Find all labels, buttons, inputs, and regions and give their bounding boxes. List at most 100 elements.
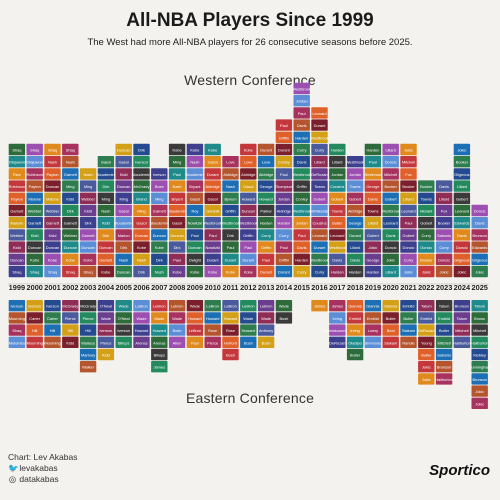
west-player-2002-1[interactable]: Kobe <box>62 253 79 265</box>
west-player-2023-0[interactable]: Jokic <box>435 265 453 278</box>
west-player-2002-2[interactable]: Duncan <box>62 241 79 253</box>
east-player-2009-2[interactable]: LeBron <box>186 324 204 336</box>
west-player-2001-4[interactable]: Garnett <box>44 217 61 229</box>
west-player-2010-9[interactable]: Gasol <box>204 156 221 168</box>
west-player-2014-1[interactable]: Griffin <box>275 253 293 265</box>
west-player-2016-4[interactable]: Cousins <box>311 217 328 229</box>
west-player-2021-0[interactable]: Jokic <box>400 265 417 278</box>
west-player-2015-5[interactable]: Westbrook <box>292 204 311 217</box>
west-player-2018-1[interactable]: Davis <box>346 253 364 265</box>
west-player-2016-10[interactable]: Curry <box>311 143 328 156</box>
east-player-2022-3[interactable]: Young <box>418 336 435 348</box>
east-player-2013-3[interactable]: Bosh <box>257 336 275 348</box>
west-player-2018-8[interactable]: Jordan <box>346 168 364 180</box>
west-player-2014-0[interactable]: Durant <box>275 265 293 278</box>
east-player-2025-7[interactable]: Jokic <box>471 385 488 397</box>
west-player-2022-7[interactable]: Booker <box>418 180 435 192</box>
east-player-2012-3[interactable]: Bosh <box>240 336 257 348</box>
west-player-2003-8[interactable]: Nash <box>79 168 97 180</box>
west-player-2019-9[interactable]: Paul <box>364 156 382 168</box>
west-player-2003-1[interactable]: Kobe <box>79 253 97 265</box>
east-player-2003-2[interactable]: Hill <box>79 324 97 336</box>
west-player-2015-9[interactable]: Davis <box>293 156 310 168</box>
east-player-2006-0[interactable]: LeBron <box>133 300 150 312</box>
east-player-2011-4[interactable]: Bosh <box>222 348 239 361</box>
west-player-2005-2[interactable]: Dirk <box>115 241 132 253</box>
west-player-2014-8[interactable]: Paul <box>275 168 293 180</box>
west-player-2016-0[interactable]: Curry <box>311 265 328 278</box>
west-player-2012-8[interactable]: Aldridge <box>240 168 257 180</box>
west-player-2008-0[interactable]: Kobe <box>168 265 186 278</box>
west-player-2006-9[interactable]: Iverson <box>133 156 150 168</box>
west-player-2018-0[interactable]: Harden <box>346 265 364 278</box>
east-player-1999-0[interactable]: Iverson <box>8 300 26 312</box>
west-player-2014-12[interactable]: Paul <box>275 119 293 131</box>
east-player-2010-3[interactable]: Pierce <box>204 336 221 348</box>
west-player-2010-3[interactable]: Paul <box>204 229 221 241</box>
east-player-2004-0[interactable]: O'Neal <box>97 300 115 312</box>
east-player-2025-4[interactable]: Mobley <box>471 348 488 361</box>
west-player-2001-5[interactable]: Webber <box>44 204 61 217</box>
west-player-2004-1[interactable]: Garnett <box>97 253 115 265</box>
west-player-2004-3[interactable]: Dirk <box>97 229 115 241</box>
west-player-2019-7[interactable]: George <box>364 180 382 192</box>
east-player-2017-1[interactable]: Irving <box>329 312 346 324</box>
east-player-2018-4[interactable]: Butler <box>346 348 364 361</box>
west-player-2011-3[interactable]: Dirk <box>222 229 239 241</box>
west-player-2019-1[interactable]: George <box>364 253 382 265</box>
west-player-2011-1[interactable]: Durant <box>222 253 239 265</box>
west-player-2003-5[interactable]: Kidd <box>79 204 97 217</box>
east-player-2025-5[interactable]: Cunningham <box>469 361 491 373</box>
twitter-handle[interactable]: levakabas <box>19 463 58 473</box>
west-player-1999-10[interactable]: Shaq <box>8 143 26 156</box>
west-player-2009-10[interactable]: Kobe <box>186 143 204 156</box>
east-player-2013-2[interactable]: Anthony <box>257 324 275 336</box>
west-player-2020-4[interactable]: Leonard <box>382 217 399 229</box>
west-player-2000-10[interactable]: Shaq <box>26 143 43 156</box>
east-player-2025-3[interactable]: Haliburton <box>471 336 489 348</box>
east-player-2016-0[interactable]: James <box>311 300 328 312</box>
west-player-2025-4[interactable]: Davis <box>471 217 488 229</box>
east-player-2012-1[interactable]: Wade <box>240 312 257 324</box>
west-player-2018-6[interactable]: Gobert <box>346 192 364 204</box>
west-player-2011-2[interactable]: Paul <box>222 241 239 253</box>
west-player-2024-4[interactable]: Edwards <box>453 217 471 229</box>
west-player-2014-6[interactable]: Jordan <box>275 192 293 204</box>
west-player-2005-7[interactable]: Duncan <box>115 180 132 192</box>
east-player-2024-2[interactable]: Mitchell <box>453 324 471 336</box>
west-player-2014-10[interactable]: Durant <box>275 143 293 156</box>
west-player-2022-5[interactable]: Morant <box>418 204 435 217</box>
west-player-2014-4[interactable]: Harden <box>275 217 293 229</box>
west-player-1999-7[interactable]: Robinson <box>9 180 25 192</box>
west-player-2009-3[interactable]: Paul <box>186 229 204 241</box>
west-player-2012-10[interactable]: Kobe <box>240 143 257 156</box>
west-player-2004-6[interactable]: Ming <box>97 192 115 204</box>
east-player-2010-2[interactable]: Rose <box>204 324 221 336</box>
west-player-2000-8[interactable]: Robinson <box>26 168 43 180</box>
west-player-1999-8[interactable]: Rice <box>8 168 26 180</box>
west-player-2012-5[interactable]: Duncan <box>240 204 257 217</box>
east-player-2006-1[interactable]: Wade <box>133 312 150 324</box>
west-player-2008-4[interactable]: Gasol <box>168 217 186 229</box>
west-player-2019-10[interactable]: Harden <box>364 143 382 156</box>
east-player-2011-1[interactable]: Howard <box>222 312 239 324</box>
east-player-2009-1[interactable]: Howard <box>186 312 204 324</box>
west-player-2013-5[interactable]: Parker <box>257 204 275 217</box>
west-player-2007-3[interactable]: Duncan <box>151 229 168 241</box>
west-player-2015-10[interactable]: Curry <box>293 143 310 156</box>
west-player-2005-4[interactable]: Stoudemire <box>114 217 134 229</box>
west-player-2017-3[interactable]: Leonard <box>329 229 346 241</box>
east-player-2003-3[interactable]: Wallace <box>79 336 97 348</box>
west-player-2021-3[interactable]: Gobert <box>400 229 417 241</box>
east-player-2004-3[interactable]: Pierce <box>97 336 115 348</box>
west-player-2007-0[interactable]: Nash <box>151 265 168 278</box>
east-player-2023-3[interactable]: Mitchell <box>435 336 453 348</box>
west-player-2016-9[interactable]: Lillard <box>311 156 328 168</box>
west-player-2003-0[interactable]: Shaq <box>79 265 97 278</box>
west-player-2013-10[interactable]: Durant <box>257 143 275 156</box>
west-player-2021-1[interactable]: Curry <box>400 253 417 265</box>
west-player-2009-9[interactable]: Nash <box>186 156 204 168</box>
west-player-2019-4[interactable]: Lillard <box>364 217 382 229</box>
west-player-2022-4[interactable]: Gobert <box>418 217 435 229</box>
east-player-1999-3[interactable]: Mutombo <box>8 336 26 348</box>
